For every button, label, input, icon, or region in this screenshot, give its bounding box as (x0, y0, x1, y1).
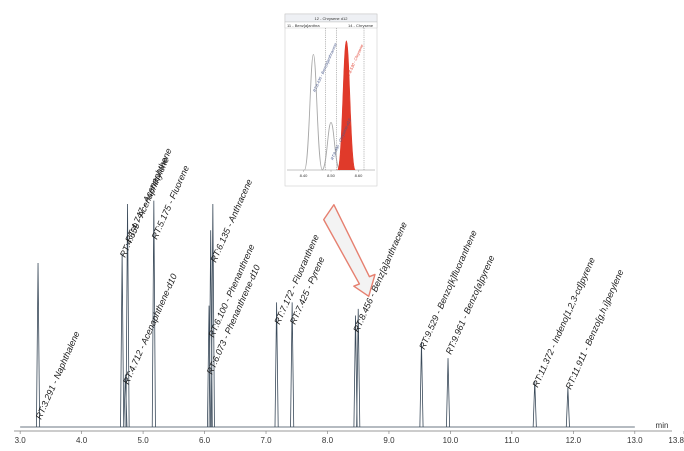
x-tick-label: 4.0 (76, 436, 88, 445)
peak (532, 381, 537, 428)
peak (446, 358, 451, 428)
peak-label: RT:4.747 - Acenaphthene (123, 147, 174, 244)
x-tick-label: 5.0 (138, 436, 150, 445)
peak (274, 302, 279, 428)
x-axis-ticks: 3.0 4.0 5.0 6.0 7.0 8.0 9.0 10.0 11.0 12.0 13.0 13.… (15, 431, 684, 445)
peak (356, 308, 361, 428)
inset-tick-label: 8.60 (355, 173, 364, 178)
x-tick-label: 7.0 (260, 436, 272, 445)
inset-tick-label: 8.50 (327, 173, 336, 178)
x-tick-label: 11.0 (504, 436, 520, 445)
x-tick-label: 9.0 (383, 436, 395, 445)
inset-header-left: 11 - Benz[a]anthra (287, 23, 320, 28)
x-tick-label: 13.8 (668, 436, 684, 445)
peak (290, 302, 295, 428)
x-tick-label: 10.0 (443, 436, 459, 445)
peak-label: RT:9.529 - Benzo[k]fluoranthene (417, 229, 479, 351)
x-tick-label: 12.0 (566, 436, 582, 445)
peak (125, 203, 130, 428)
peak-label: RT:11.372 - Indeno[1,2,3-cd]pyrene (530, 256, 597, 389)
x-tick-label: 13.0 (627, 436, 643, 445)
zoom-inset: 12 - Chrysene d12 11 - Benz[a]anthra 14 … (284, 13, 378, 187)
peak (210, 203, 215, 428)
inset-peak (321, 121, 341, 171)
inset-x-ticks: 8.40 8.50 8.60 (300, 170, 364, 178)
x-axis-unit-label: min (656, 421, 669, 430)
x-tick-label: 8.0 (322, 436, 334, 445)
inset-peak (337, 40, 356, 171)
inset-header-top: 12 - Chrysene d12 (315, 16, 349, 21)
peak-label: RT:4.712 - Acenaphthene-d10 (121, 272, 179, 386)
peak-label: RT:3.291 - Naphthalene (34, 330, 82, 421)
peak (120, 253, 125, 428)
x-tick-label: 3.0 (15, 436, 27, 445)
zoom-arrow (323, 204, 376, 298)
peak (36, 262, 41, 428)
peak (207, 305, 212, 428)
peak (353, 315, 358, 428)
main-plot (20, 200, 635, 428)
peak (419, 341, 424, 428)
inset-peak (303, 53, 323, 171)
x-tick-label: 6.0 (199, 436, 211, 445)
inset-header-right: 14 - Chrysene (348, 23, 374, 28)
inset-tick-label: 8.40 (300, 173, 309, 178)
inset-plot (287, 28, 375, 171)
peak-label: RT:11.911 - Benzo[g,h,i]perylene (564, 268, 626, 391)
peak (565, 387, 570, 428)
peak (151, 200, 156, 428)
